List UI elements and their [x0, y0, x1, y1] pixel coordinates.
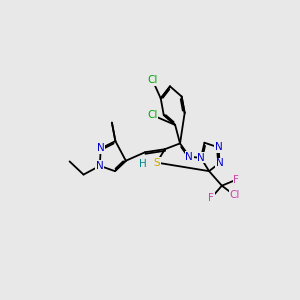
Text: Cl: Cl [147, 75, 158, 85]
Text: Cl: Cl [147, 110, 158, 120]
Text: Cl: Cl [230, 190, 240, 200]
Text: N: N [96, 161, 104, 171]
Text: N: N [216, 158, 224, 168]
Text: H: H [140, 159, 147, 169]
Text: F: F [233, 175, 239, 185]
Text: N: N [214, 142, 222, 152]
Text: N: N [197, 153, 205, 163]
Text: S: S [154, 158, 160, 168]
Text: N: N [97, 143, 105, 154]
Text: F: F [208, 193, 214, 203]
Text: N: N [185, 152, 193, 162]
